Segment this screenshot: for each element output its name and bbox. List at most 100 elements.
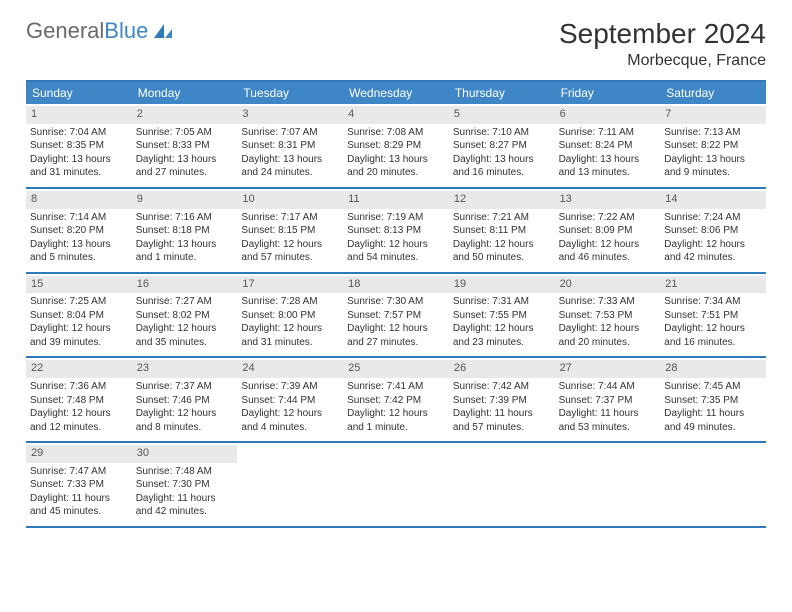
day-cell	[237, 443, 343, 526]
daylight-line: and 57 minutes.	[453, 422, 551, 435]
day-number: 3	[237, 106, 343, 124]
daylight-line: Daylight: 12 hours	[136, 323, 234, 336]
sunrise-line: Sunrise: 7:11 AM	[559, 127, 657, 140]
sunset-line: Sunset: 7:53 PM	[559, 310, 657, 323]
day-cell: 24Sunrise: 7:39 AMSunset: 7:44 PMDayligh…	[237, 358, 343, 441]
sunset-line: Sunset: 8:00 PM	[241, 310, 339, 323]
daylight-line: and 13 minutes.	[559, 167, 657, 180]
daylight-line: Daylight: 12 hours	[241, 239, 339, 252]
day-number: 28	[660, 360, 766, 378]
sunset-line: Sunset: 8:02 PM	[136, 310, 234, 323]
daylight-line: and 31 minutes.	[241, 337, 339, 350]
daylight-line: and 45 minutes.	[30, 506, 128, 519]
brand-part2: Blue	[104, 18, 148, 44]
sunset-line: Sunset: 7:39 PM	[453, 395, 551, 408]
day-number: 27	[555, 360, 661, 378]
sunrise-line: Sunrise: 7:17 AM	[241, 212, 339, 225]
sunrise-line: Sunrise: 7:05 AM	[136, 127, 234, 140]
daylight-line: and 16 minutes.	[664, 337, 762, 350]
sunrise-line: Sunrise: 7:21 AM	[453, 212, 551, 225]
daylight-line: and 39 minutes.	[30, 337, 128, 350]
daylight-line: Daylight: 12 hours	[453, 239, 551, 252]
day-cell	[660, 443, 766, 526]
day-cell: 9Sunrise: 7:16 AMSunset: 8:18 PMDaylight…	[132, 189, 238, 272]
week-row: 29Sunrise: 7:47 AMSunset: 7:33 PMDayligh…	[26, 443, 766, 528]
day-number: 11	[343, 191, 449, 209]
sunrise-line: Sunrise: 7:16 AM	[136, 212, 234, 225]
day-number: 14	[660, 191, 766, 209]
daylight-line: Daylight: 12 hours	[30, 408, 128, 421]
day-number: 6	[555, 106, 661, 124]
day-number: 30	[132, 445, 238, 463]
sunset-line: Sunset: 7:35 PM	[664, 395, 762, 408]
daylight-line: Daylight: 13 hours	[559, 154, 657, 167]
daylight-line: Daylight: 12 hours	[30, 323, 128, 336]
sunrise-line: Sunrise: 7:33 AM	[559, 296, 657, 309]
daylight-line: and 54 minutes.	[347, 252, 445, 265]
daylight-line: Daylight: 11 hours	[559, 408, 657, 421]
day-cell: 20Sunrise: 7:33 AMSunset: 7:53 PMDayligh…	[555, 274, 661, 357]
daylight-line: Daylight: 13 hours	[347, 154, 445, 167]
day-number: 29	[26, 445, 132, 463]
week-row: 22Sunrise: 7:36 AMSunset: 7:48 PMDayligh…	[26, 358, 766, 443]
sunset-line: Sunset: 8:20 PM	[30, 225, 128, 238]
sunrise-line: Sunrise: 7:48 AM	[136, 466, 234, 479]
sunrise-line: Sunrise: 7:47 AM	[30, 466, 128, 479]
daylight-line: Daylight: 13 hours	[664, 154, 762, 167]
sunset-line: Sunset: 7:44 PM	[241, 395, 339, 408]
sunset-line: Sunset: 8:11 PM	[453, 225, 551, 238]
day-cell: 25Sunrise: 7:41 AMSunset: 7:42 PMDayligh…	[343, 358, 449, 441]
daylight-line: and 16 minutes.	[453, 167, 551, 180]
sunrise-line: Sunrise: 7:13 AM	[664, 127, 762, 140]
day-cell: 11Sunrise: 7:19 AMSunset: 8:13 PMDayligh…	[343, 189, 449, 272]
day-number: 24	[237, 360, 343, 378]
calendar-page: GeneralBlue September 2024 Morbecque, Fr…	[0, 0, 792, 546]
sunrise-line: Sunrise: 7:22 AM	[559, 212, 657, 225]
day-cell: 1Sunrise: 7:04 AMSunset: 8:35 PMDaylight…	[26, 104, 132, 187]
dow-saturday: Saturday	[660, 82, 766, 104]
day-cell: 8 Sunrise: 7:14 AMSunset: 8:20 PMDaylight…	[26, 189, 132, 272]
sunset-line: Sunset: 7:33 PM	[30, 479, 128, 492]
day-cell: 26Sunrise: 7:42 AMSunset: 7:39 PMDayligh…	[449, 358, 555, 441]
day-number: 16	[132, 276, 238, 294]
sunrise-line: Sunrise: 7:42 AM	[453, 381, 551, 394]
day-number: 8	[26, 191, 132, 209]
day-number: 18	[343, 276, 449, 294]
title-block: September 2024 Morbecque, France	[559, 18, 766, 70]
sunset-line: Sunset: 8:31 PM	[241, 140, 339, 153]
day-cell	[555, 443, 661, 526]
daylight-line: Daylight: 12 hours	[347, 323, 445, 336]
sunset-line: Sunset: 8:18 PM	[136, 225, 234, 238]
sunset-line: Sunset: 8:33 PM	[136, 140, 234, 153]
day-cell: 27Sunrise: 7:44 AMSunset: 7:37 PMDayligh…	[555, 358, 661, 441]
daylight-line: and 49 minutes.	[664, 422, 762, 435]
day-number: 19	[449, 276, 555, 294]
daylight-line: and 1 minute.	[136, 252, 234, 265]
day-cell: 28Sunrise: 7:45 AMSunset: 7:35 PMDayligh…	[660, 358, 766, 441]
day-number: 17	[237, 276, 343, 294]
sunset-line: Sunset: 7:46 PM	[136, 395, 234, 408]
sunrise-line: Sunrise: 7:39 AM	[241, 381, 339, 394]
sunrise-line: Sunrise: 7:44 AM	[559, 381, 657, 394]
sunset-line: Sunset: 8:27 PM	[453, 140, 551, 153]
sunrise-line: Sunrise: 7:36 AM	[30, 381, 128, 394]
dow-sunday: Sunday	[26, 82, 132, 104]
daylight-line: and 57 minutes.	[241, 252, 339, 265]
day-cell: 14Sunrise: 7:24 AMSunset: 8:06 PMDayligh…	[660, 189, 766, 272]
sunset-line: Sunset: 7:30 PM	[136, 479, 234, 492]
day-number: 26	[449, 360, 555, 378]
sunrise-line: Sunrise: 7:14 AM	[30, 212, 128, 225]
daylight-line: Daylight: 13 hours	[30, 239, 128, 252]
brand-logo: GeneralBlue	[26, 18, 174, 44]
daylight-line: Daylight: 13 hours	[453, 154, 551, 167]
sunset-line: Sunset: 8:09 PM	[559, 225, 657, 238]
daylight-line: Daylight: 13 hours	[241, 154, 339, 167]
daylight-line: and 42 minutes.	[136, 506, 234, 519]
daylight-line: and 4 minutes.	[241, 422, 339, 435]
day-cell: 4Sunrise: 7:08 AMSunset: 8:29 PMDaylight…	[343, 104, 449, 187]
day-cell: 7Sunrise: 7:13 AMSunset: 8:22 PMDaylight…	[660, 104, 766, 187]
sunset-line: Sunset: 8:24 PM	[559, 140, 657, 153]
day-number: 23	[132, 360, 238, 378]
daylight-line: and 24 minutes.	[241, 167, 339, 180]
calendar-grid: Sunday Monday Tuesday Wednesday Thursday…	[26, 80, 766, 528]
